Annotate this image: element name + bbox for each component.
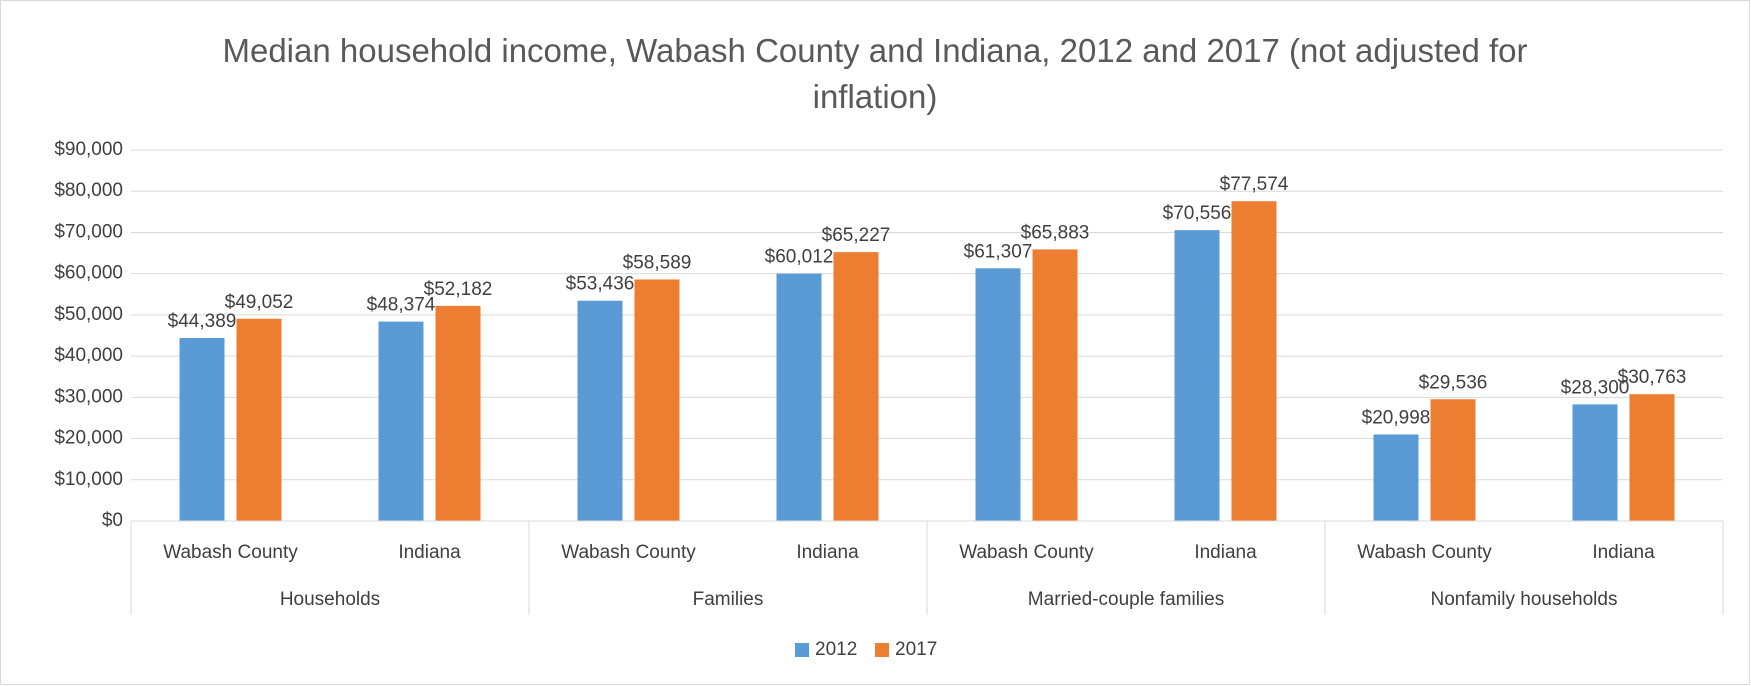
- bar: [1430, 399, 1476, 521]
- value-label: $28,300: [1561, 377, 1630, 398]
- group-label: Nonfamily households: [1431, 589, 1618, 610]
- value-label: $48,374: [367, 295, 436, 316]
- y-tick-label: $20,000: [54, 428, 123, 449]
- value-label: $44,389: [168, 311, 237, 332]
- group-label: Households: [280, 589, 380, 610]
- value-label: $20,998: [1362, 407, 1431, 428]
- bar: [1231, 201, 1277, 522]
- x-tick-label: Indiana: [1592, 542, 1655, 563]
- chart-title: Median household income, Wabash County a…: [222, 32, 1528, 115]
- group-label: Married-couple families: [1028, 589, 1224, 610]
- bar: [1629, 394, 1675, 521]
- value-label: $30,763: [1618, 367, 1687, 388]
- value-label: $60,012: [765, 247, 834, 268]
- value-label: $65,883: [1021, 222, 1090, 243]
- y-tick-label: $60,000: [54, 263, 123, 284]
- bar: [1032, 249, 1078, 521]
- value-label: $58,589: [623, 252, 692, 273]
- y-tick-label: $30,000: [54, 386, 123, 407]
- value-label: $65,227: [822, 225, 891, 246]
- value-label: $53,436: [566, 274, 635, 295]
- bar: [975, 268, 1021, 521]
- bar: [179, 338, 225, 521]
- x-tick-label: Wabash County: [561, 542, 696, 563]
- value-label: $29,536: [1419, 372, 1488, 393]
- x-tick-label: Indiana: [398, 542, 461, 563]
- y-tick-label: $90,000: [54, 139, 123, 160]
- value-label: $77,574: [1220, 174, 1289, 195]
- group-label: Families: [693, 589, 764, 610]
- bar: [577, 300, 623, 521]
- bar: [776, 273, 822, 521]
- x-tick-label: Wabash County: [163, 542, 298, 563]
- bar: [634, 279, 680, 521]
- y-tick-label: $80,000: [54, 180, 123, 201]
- x-tick-label: Indiana: [796, 542, 859, 563]
- y-tick-label: $0: [102, 510, 123, 531]
- bar: [236, 318, 282, 521]
- bar: [1572, 404, 1618, 521]
- value-label: $52,182: [424, 279, 493, 300]
- legend-label: 2017: [895, 639, 937, 660]
- bar: [1174, 230, 1220, 521]
- value-label: $61,307: [964, 241, 1033, 262]
- legend-label: 2012: [815, 639, 857, 660]
- value-label: $70,556: [1163, 203, 1232, 224]
- value-label: $49,052: [225, 292, 294, 313]
- x-tick-label: Wabash County: [959, 542, 1094, 563]
- bar: [1373, 434, 1419, 521]
- x-tick-label: Indiana: [1194, 542, 1257, 563]
- bar: [833, 252, 879, 521]
- y-tick-label: $10,000: [54, 469, 123, 490]
- y-tick-label: $50,000: [54, 304, 123, 325]
- x-tick-label: Wabash County: [1357, 542, 1492, 563]
- bar: [435, 305, 481, 521]
- legend-swatch: [795, 643, 809, 657]
- legend-swatch: [875, 643, 889, 657]
- y-tick-label: $70,000: [54, 221, 123, 242]
- bar: [378, 321, 424, 521]
- y-tick-label: $40,000: [54, 345, 123, 366]
